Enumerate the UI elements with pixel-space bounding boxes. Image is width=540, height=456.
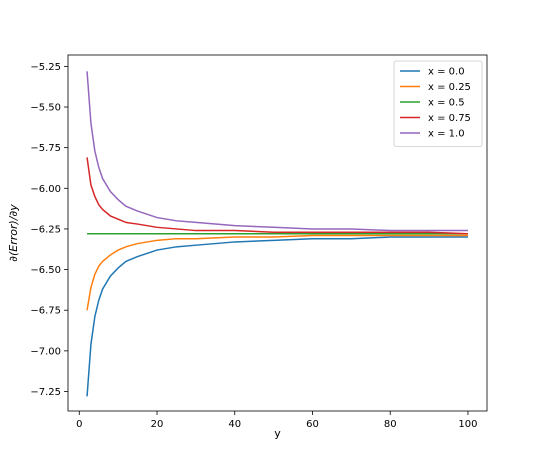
y-axis: −7.25 −7.00 −6.75 −6.50 −6.25 −6.00 −5.75 −5.50…	[30, 62, 68, 398]
y-tick-label: −7.00	[30, 346, 61, 357]
x-axis: 0 20 40 60 80 100	[76, 411, 478, 430]
x-tick-label: 80	[384, 419, 397, 430]
x-tick-label: 40	[228, 419, 241, 430]
y-tick-label: −5.25	[30, 62, 61, 73]
series-line-0	[86, 236, 468, 397]
series-line-3	[86, 157, 468, 235]
series-line-1	[86, 234, 468, 311]
y-tick-label: −5.75	[30, 143, 61, 154]
legend: x = 0.0 x = 0.25 x = 0.5 x = 0.75 x = 1.0	[393, 60, 483, 147]
y-tick-label: −7.25	[30, 387, 61, 398]
legend-label-1: x = 0.25	[428, 82, 471, 93]
series-line-4	[86, 71, 468, 232]
legend-label-4: x = 1.0	[428, 129, 465, 140]
x-tick-label: 0	[76, 419, 82, 430]
x-tick-label: 60	[306, 419, 319, 430]
y-tick-label: −6.00	[30, 184, 61, 195]
x-tick-label: 100	[458, 419, 477, 430]
series-layer	[86, 71, 468, 397]
y-axis-label: ∂(Error)/∂y	[7, 204, 20, 262]
legend-label-3: x = 0.75	[428, 113, 471, 124]
x-tick-label: 20	[151, 419, 164, 430]
y-tick-label: −5.50	[30, 103, 61, 114]
plot-area-frame	[67, 54, 488, 412]
legend-frame	[393, 60, 483, 147]
y-tick-label: −6.50	[30, 265, 61, 276]
x-axis-label: y	[274, 427, 281, 440]
y-tick-label: −6.75	[30, 306, 61, 317]
legend-label-2: x = 0.5	[428, 98, 465, 109]
legend-label-0: x = 0.0	[428, 67, 465, 78]
y-tick-label: −6.25	[30, 224, 61, 235]
